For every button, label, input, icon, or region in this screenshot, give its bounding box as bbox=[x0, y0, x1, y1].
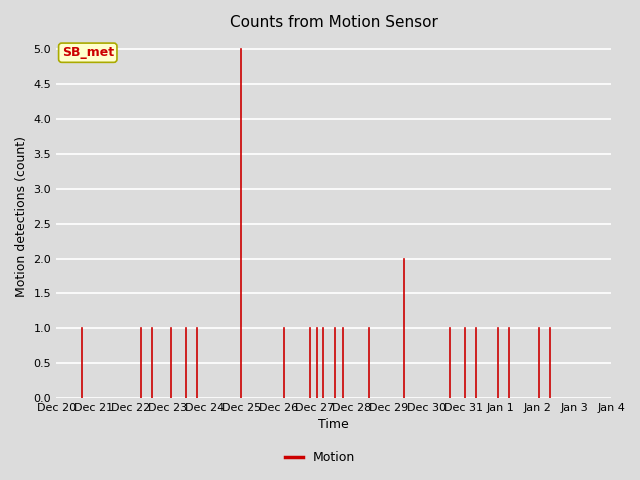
Y-axis label: Motion detections (count): Motion detections (count) bbox=[15, 136, 28, 297]
Title: Counts from Motion Sensor: Counts from Motion Sensor bbox=[230, 15, 438, 30]
X-axis label: Time: Time bbox=[318, 419, 349, 432]
Legend: Motion: Motion bbox=[280, 446, 360, 469]
Text: SB_met: SB_met bbox=[61, 46, 114, 59]
